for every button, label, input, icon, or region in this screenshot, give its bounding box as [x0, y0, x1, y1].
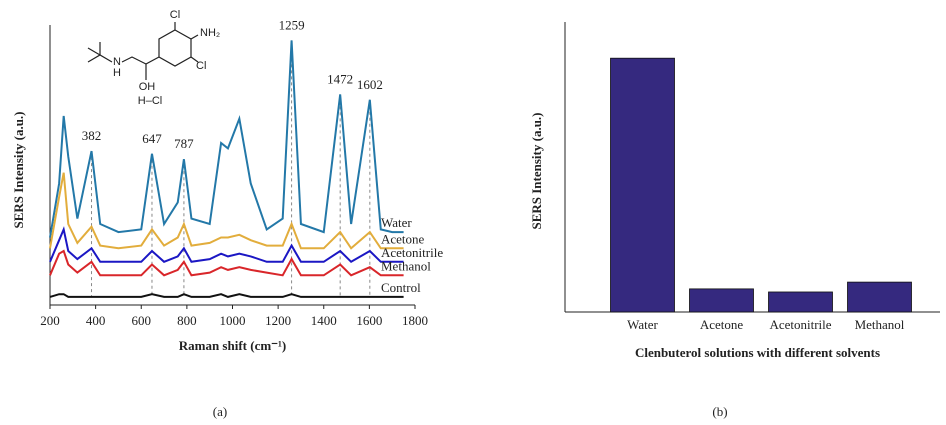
- bond: [190, 56, 199, 63]
- atom-label: NH₂: [200, 27, 220, 39]
- spectrum-line: [49, 249, 404, 277]
- y-axis-label: SERS Intensity (a.u.): [11, 111, 26, 228]
- series-label: Acetone: [381, 231, 425, 246]
- spectrum-line: [49, 172, 404, 250]
- peak-label: 1472: [327, 71, 353, 86]
- bar: [689, 288, 754, 313]
- atom-label: N: [113, 56, 121, 68]
- series-label: Acetonitrile: [381, 245, 443, 260]
- x-tick-label: Water: [627, 317, 658, 332]
- atom-label: OH: [139, 81, 156, 93]
- x-tick-label: 800: [177, 313, 197, 328]
- panel-label: (b): [712, 404, 727, 419]
- x-axis-label: Raman shift (cm⁻¹): [179, 338, 287, 353]
- series-label: Methanol: [381, 258, 431, 273]
- series-label: Control: [381, 280, 421, 295]
- peak-label: 1259: [279, 17, 305, 32]
- spectrum-line: [49, 293, 404, 298]
- bar: [610, 57, 675, 313]
- spectrum-line: [49, 226, 404, 264]
- y-axis-label: SERS Intensity (a.u.): [529, 112, 544, 229]
- bar: [847, 281, 912, 313]
- x-tick-label: 1800: [402, 313, 428, 328]
- bar: [768, 291, 833, 313]
- molecule-structure: Cl NH₂ Cl N H OH H–Cl: [87, 9, 220, 107]
- bond: [87, 47, 101, 56]
- x-tick-label: 400: [86, 313, 106, 328]
- peak-label: 1602: [357, 77, 383, 92]
- atom-label: Cl: [170, 9, 180, 21]
- bond: [121, 56, 147, 65]
- atom-label: Cl: [196, 60, 206, 72]
- peak-label: 787: [174, 136, 194, 151]
- panel-label: (a): [213, 404, 227, 419]
- bond: [87, 54, 113, 63]
- x-tick-label: Acetone: [700, 317, 744, 332]
- x-tick-label: 600: [132, 313, 152, 328]
- series-label: Water: [381, 215, 412, 230]
- atom-label: H: [113, 67, 121, 79]
- x-tick-label: 1600: [356, 313, 382, 328]
- spectrum-line: [49, 40, 404, 238]
- x-tick-label: 1000: [220, 313, 246, 328]
- x-tick-label: 1400: [311, 313, 337, 328]
- x-tick-label: Methanol: [855, 317, 905, 332]
- peak-label: 382: [82, 128, 102, 143]
- x-axis-label: Clenbuterol solutions with different sol…: [635, 345, 880, 360]
- x-tick-label: 200: [40, 313, 60, 328]
- x-tick-label: 1200: [265, 313, 291, 328]
- bond: [190, 34, 199, 40]
- benzene-ring: [158, 29, 192, 67]
- bond: [145, 56, 160, 80]
- atom-label: H–Cl: [138, 95, 162, 107]
- x-tick-label: Acetonitrile: [769, 317, 831, 332]
- peak-label: 647: [142, 131, 162, 146]
